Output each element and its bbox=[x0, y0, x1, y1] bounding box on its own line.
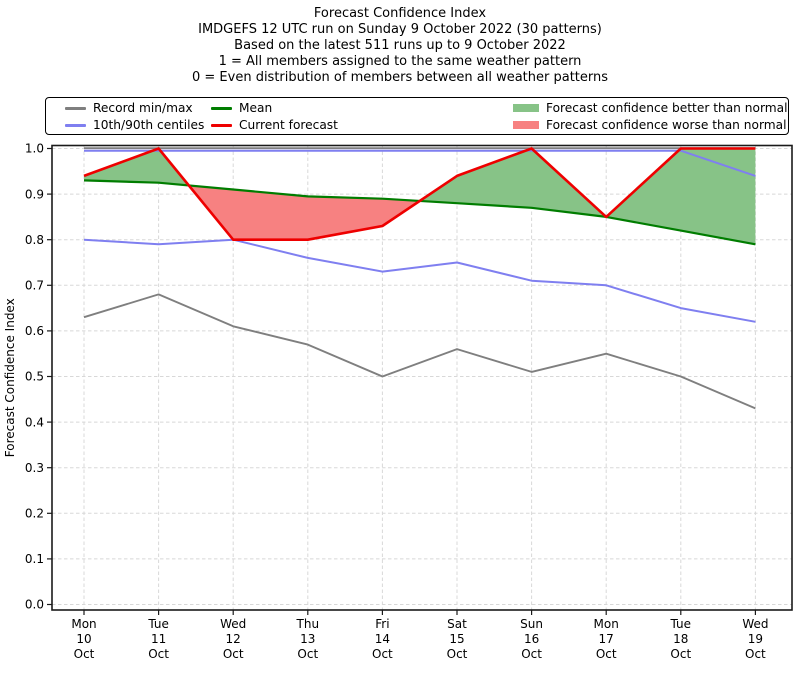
svg-text:Oct: Oct bbox=[670, 647, 691, 661]
svg-text:Oct: Oct bbox=[745, 647, 766, 661]
record-minmax-line-swatch bbox=[65, 106, 86, 110]
svg-text:16: 16 bbox=[524, 632, 539, 646]
chart-note-one: 1 = All members assigned to the same wea… bbox=[218, 54, 582, 69]
svg-text:Sun: Sun bbox=[520, 617, 543, 631]
svg-text:0.1: 0.1 bbox=[25, 552, 44, 566]
legend-item-better-than-normal: Forecast confidence better than normal bbox=[513, 100, 787, 116]
legend-item-current-forecast: Current forecast bbox=[211, 117, 338, 133]
svg-text:Mon: Mon bbox=[594, 617, 619, 631]
svg-text:0.6: 0.6 bbox=[25, 324, 44, 338]
centiles-line-swatch bbox=[65, 123, 86, 127]
legend-label: Mean bbox=[239, 101, 273, 115]
svg-text:15: 15 bbox=[449, 632, 464, 646]
svg-text:Mon: Mon bbox=[71, 617, 96, 631]
mean-line-swatch bbox=[211, 106, 232, 110]
svg-text:Oct: Oct bbox=[447, 647, 468, 661]
svg-text:19: 19 bbox=[748, 632, 763, 646]
legend-label: Record min/max bbox=[93, 101, 193, 115]
chart-note-zero: 0 = Even distribution of members between… bbox=[191, 70, 609, 85]
svg-text:Fri: Fri bbox=[375, 617, 389, 631]
svg-text:0.0: 0.0 bbox=[25, 598, 44, 612]
svg-text:Oct: Oct bbox=[223, 647, 244, 661]
svg-text:10: 10 bbox=[76, 632, 91, 646]
svg-text:1.0: 1.0 bbox=[25, 142, 44, 156]
svg-text:0.3: 0.3 bbox=[25, 461, 44, 475]
svg-text:0.9: 0.9 bbox=[25, 187, 44, 201]
svg-text:14: 14 bbox=[375, 632, 390, 646]
svg-text:Oct: Oct bbox=[148, 647, 169, 661]
current-forecast-line-swatch bbox=[211, 123, 232, 127]
legend-label: Forecast confidence worse than normal bbox=[546, 118, 787, 132]
svg-text:Tue: Tue bbox=[147, 617, 169, 631]
svg-text:11: 11 bbox=[151, 632, 166, 646]
svg-text:Tue: Tue bbox=[670, 617, 692, 631]
svg-text:Wed: Wed bbox=[220, 617, 246, 631]
svg-text:0.2: 0.2 bbox=[25, 507, 44, 521]
legend-label: Current forecast bbox=[239, 118, 338, 132]
chart-header: Forecast Confidence Index IMDGEFS 12 UTC… bbox=[0, 6, 800, 86]
svg-text:13: 13 bbox=[300, 632, 315, 646]
svg-text:Oct: Oct bbox=[521, 647, 542, 661]
legend-item-centiles: 10th/90th centiles bbox=[65, 117, 204, 133]
svg-text:12: 12 bbox=[226, 632, 241, 646]
svg-text:17: 17 bbox=[599, 632, 614, 646]
chart-subtitle-basis: Based on the latest 511 runs up to 9 Oct… bbox=[234, 38, 566, 53]
worse-than-normal-patch-swatch bbox=[513, 121, 539, 129]
svg-text:Sat: Sat bbox=[447, 617, 467, 631]
legend-label: Forecast confidence better than normal bbox=[546, 101, 788, 115]
legend: Record min/max 10th/90th centiles Mean C… bbox=[45, 97, 789, 135]
better-than-normal-patch-swatch bbox=[513, 104, 539, 112]
svg-text:Thu: Thu bbox=[296, 617, 320, 631]
svg-text:18: 18 bbox=[673, 632, 688, 646]
svg-text:Oct: Oct bbox=[596, 647, 617, 661]
svg-text:0.7: 0.7 bbox=[25, 279, 44, 293]
legend-item-record-minmax: Record min/max bbox=[65, 100, 193, 116]
svg-text:Oct: Oct bbox=[74, 647, 95, 661]
svg-text:Oct: Oct bbox=[372, 647, 393, 661]
legend-item-mean: Mean bbox=[211, 100, 272, 116]
svg-text:0.5: 0.5 bbox=[25, 370, 44, 384]
svg-text:0.8: 0.8 bbox=[25, 233, 44, 247]
svg-text:Forecast Confidence Index: Forecast Confidence Index bbox=[3, 298, 17, 457]
svg-text:Wed: Wed bbox=[742, 617, 768, 631]
chart-subtitle-run: IMDGEFS 12 UTC run on Sunday 9 October 2… bbox=[198, 22, 602, 37]
svg-text:0.4: 0.4 bbox=[25, 415, 44, 429]
svg-text:Oct: Oct bbox=[297, 647, 318, 661]
legend-item-worse-than-normal: Forecast confidence worse than normal bbox=[513, 117, 786, 133]
legend-label: 10th/90th centiles bbox=[93, 118, 205, 132]
chart-title-line: Forecast Confidence Index bbox=[313, 6, 487, 21]
